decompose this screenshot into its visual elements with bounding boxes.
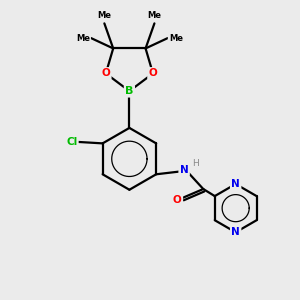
Text: O: O [148, 68, 157, 78]
Text: N: N [231, 227, 240, 237]
Text: Me: Me [147, 11, 161, 20]
Text: B: B [125, 86, 134, 96]
Text: Me: Me [98, 11, 111, 20]
Text: Me: Me [76, 34, 90, 43]
Text: O: O [101, 68, 110, 78]
Text: N: N [231, 179, 240, 189]
Text: O: O [173, 195, 182, 205]
Text: N: N [180, 165, 188, 175]
Text: Cl: Cl [66, 137, 77, 147]
Text: Me: Me [169, 34, 183, 43]
Text: H: H [192, 159, 198, 168]
